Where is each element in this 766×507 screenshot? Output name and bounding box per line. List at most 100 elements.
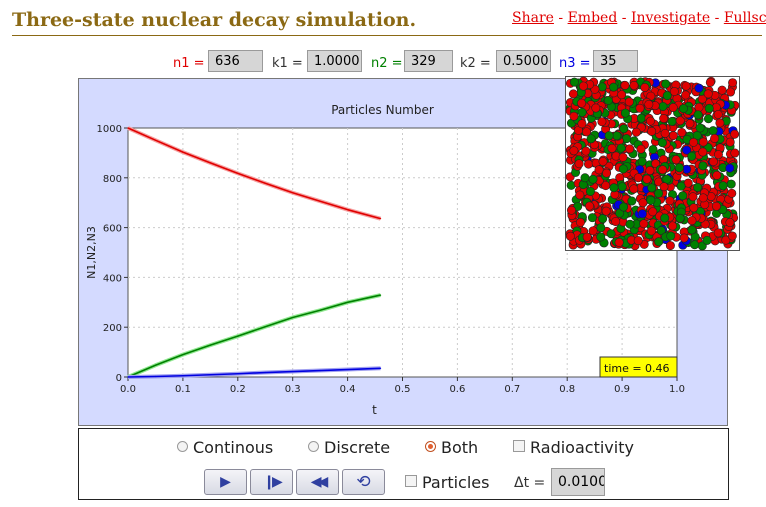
particle-n1: [631, 127, 641, 137]
particle-n1: [625, 144, 635, 154]
rewind-button[interactable]: ◀◀: [296, 469, 339, 495]
particle-n1: [665, 196, 675, 206]
x-tick-label: 0.5: [395, 384, 411, 395]
radio-dot: [308, 441, 319, 452]
particle-n1: [681, 90, 691, 100]
particle-n1: [614, 237, 624, 247]
time-readout: time = 0.46: [604, 362, 670, 375]
particle-n1: [727, 231, 737, 241]
x-tick-label: 0.2: [230, 384, 246, 395]
particle-n2: [648, 144, 658, 154]
particle-n1: [727, 188, 737, 198]
particle-n1: [645, 116, 655, 126]
particle-n1: [617, 90, 627, 100]
particle-n1: [636, 144, 646, 154]
particle-n2: [726, 179, 736, 189]
step-button[interactable]: ❙▶: [250, 469, 293, 495]
particle-n2: [609, 183, 619, 193]
data-point-N1: [127, 127, 129, 129]
particle-n1: [698, 137, 708, 147]
particle-n2: [569, 77, 579, 87]
k1-field[interactable]: 1.0000: [307, 50, 362, 72]
particle-n1: [660, 128, 670, 138]
particle-n1: [633, 236, 643, 246]
data-point-N2: [292, 316, 294, 319]
link-separator: -: [617, 10, 631, 26]
particle-n1: [659, 114, 669, 124]
radioactivity-label: Radioactivity: [530, 438, 634, 457]
particle-n2: [654, 237, 664, 247]
link-separator: -: [553, 10, 568, 26]
n2-field[interactable]: 329: [404, 50, 453, 72]
mode-continous-radio[interactable]: Continous: [177, 438, 273, 457]
investigate-link[interactable]: Investigate: [630, 10, 711, 26]
data-point-N3: [127, 376, 129, 378]
mode-both-radio[interactable]: Both: [425, 438, 478, 457]
step-icon: ❙▶: [263, 474, 282, 490]
particle-n2: [693, 182, 703, 192]
particle-n1: [675, 116, 685, 126]
particle-n2: [625, 219, 635, 229]
particle-n2: [693, 110, 703, 120]
particle-n1: [620, 80, 630, 90]
particle-n1: [601, 181, 611, 191]
particle-n1: [717, 85, 727, 95]
particle-n2: [618, 164, 628, 174]
particles-checkbox[interactable]: Particles: [405, 473, 489, 492]
particle-n1: [629, 80, 639, 90]
data-point-N2: [182, 353, 184, 356]
k2-field[interactable]: 0.5000: [496, 50, 551, 72]
x-tick-label: 0.1: [175, 384, 191, 395]
n3-field[interactable]: 35: [593, 50, 638, 72]
particle-n1: [646, 226, 656, 236]
particle-n1: [591, 103, 601, 113]
fullscreen-link[interactable]: Fullscr: [723, 10, 766, 26]
share-link[interactable]: Share: [512, 10, 554, 26]
data-point-N3: [379, 367, 382, 369]
n1-field[interactable]: 636: [208, 50, 263, 72]
particle-n1: [688, 192, 698, 202]
particle-n2: [703, 114, 713, 124]
data-point-N1: [379, 218, 382, 220]
mode-discrete-label: Discrete: [324, 438, 391, 457]
x-tick-label: 0.8: [559, 384, 575, 395]
particle-n1: [689, 203, 699, 213]
particle-n2: [604, 131, 614, 141]
data-point-N2: [154, 364, 157, 366]
particle-n1: [577, 98, 587, 108]
particle-n2: [658, 101, 668, 111]
particle-n1: [569, 146, 579, 156]
particle-n1: [633, 173, 643, 183]
radioactivity-checkbox[interactable]: Radioactivity: [513, 438, 634, 457]
dt-field[interactable]: 0.0100: [551, 468, 605, 496]
y-tick-label: 1000: [97, 124, 122, 135]
reset-icon: ⟲: [356, 472, 371, 492]
particle-n1: [618, 152, 628, 162]
mode-discrete-radio[interactable]: Discrete: [308, 438, 390, 457]
particle-n1: [721, 235, 731, 245]
play-button[interactable]: ▶: [204, 469, 247, 495]
particle-n1: [665, 241, 675, 251]
particle-n1: [607, 143, 617, 153]
particle-n1: [687, 216, 697, 226]
particle-n1: [730, 148, 740, 158]
particle-n1: [640, 83, 650, 93]
particle-n2: [687, 225, 697, 235]
particle-n2: [609, 82, 619, 92]
parameter-row: n1 = 636 k1 = 1.0000 n2 = 329 k2 = 0.500…: [0, 50, 766, 76]
radio-dot: [177, 441, 188, 452]
particle-n2: [678, 191, 688, 201]
x-tick-label: 0.9: [614, 384, 630, 395]
data-point-N2: [347, 301, 349, 303]
chart-title: Particles Number: [331, 103, 434, 117]
particle-n2: [580, 173, 590, 183]
page-title: Three-state nuclear decay simulation.: [12, 9, 417, 31]
data-point-N1: [209, 162, 211, 164]
x-tick-label: 0.6: [449, 384, 465, 395]
particle-n3: [682, 145, 692, 155]
reset-button[interactable]: ⟲: [342, 469, 385, 495]
y-tick-label: 400: [103, 273, 122, 284]
data-point-N3: [319, 369, 321, 372]
embed-link[interactable]: Embed: [567, 10, 618, 26]
particle-n2: [666, 231, 676, 241]
